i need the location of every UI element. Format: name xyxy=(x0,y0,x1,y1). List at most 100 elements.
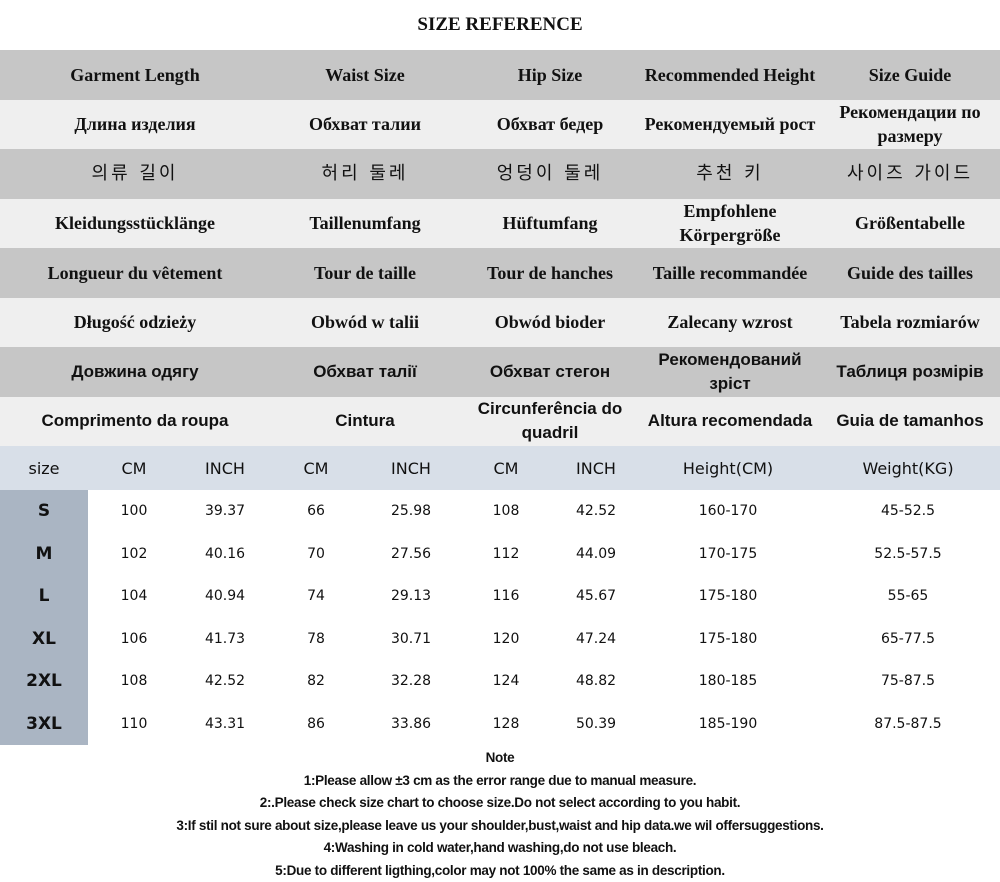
table-cell: 32.28 xyxy=(362,660,460,703)
table-cell: 110 xyxy=(88,703,180,746)
header-cell: Tour de hanches xyxy=(460,248,640,298)
table-cell: 170-175 xyxy=(640,533,816,576)
header-cell: Обхват бедер xyxy=(460,100,640,150)
header-cell: Taillenumfang xyxy=(270,199,460,249)
table-cell: 40.16 xyxy=(180,533,270,576)
header-cell: 추천 키 xyxy=(640,149,820,199)
size-label: M xyxy=(0,533,88,576)
header-cell: Długość odzieży xyxy=(0,298,270,348)
table-cell: 66 xyxy=(270,490,362,533)
header-cell: 허리 둘레 xyxy=(270,149,460,199)
table-cell: 82 xyxy=(270,660,362,703)
table-cell: 78 xyxy=(270,618,362,661)
table-cell: 175-180 xyxy=(640,618,816,661)
table-cell: 40.94 xyxy=(180,575,270,618)
header-cell: Длина изделия xyxy=(0,100,270,150)
table-cell: 45-52.5 xyxy=(816,490,1000,533)
table-cell: 29.13 xyxy=(362,575,460,618)
header-cell: Обхват стегон xyxy=(460,347,640,397)
table-cell: 108 xyxy=(460,490,552,533)
table-cell: 42.52 xyxy=(552,490,640,533)
note-item: 2:.Please check size chart to choose siz… xyxy=(0,792,1000,815)
column-header: Height(CM) xyxy=(640,446,816,490)
table-cell: 42.52 xyxy=(180,660,270,703)
table-cell: 112 xyxy=(460,533,552,576)
header-cell: Waist Size xyxy=(270,50,460,100)
header-cell: Comprimento da roupa xyxy=(0,397,270,447)
table-cell: 102 xyxy=(88,533,180,576)
table-cell: 106 xyxy=(88,618,180,661)
table-cell: 175-180 xyxy=(640,575,816,618)
table-cell: 185-190 xyxy=(640,703,816,746)
table-cell: 50.39 xyxy=(552,703,640,746)
table-cell: 55-65 xyxy=(816,575,1000,618)
header-cell: Рекомендований зріст xyxy=(640,347,820,397)
header-cell: Hüftumfang xyxy=(460,199,640,249)
table-cell: 27.56 xyxy=(362,533,460,576)
header-cell: Guia de tamanhos xyxy=(820,397,1000,447)
column-header: INCH xyxy=(552,446,640,490)
size-label: 3XL xyxy=(0,703,88,746)
column-header: CM xyxy=(88,446,180,490)
column-header: size xyxy=(0,446,88,490)
table-cell: 30.71 xyxy=(362,618,460,661)
header-cell: Longueur du vêtement xyxy=(0,248,270,298)
table-cell: 52.5-57.5 xyxy=(816,533,1000,576)
header-cell: 사이즈 가이드 xyxy=(820,149,1000,199)
header-cell: Таблиця розмірів xyxy=(820,347,1000,397)
header-cell: Obwód w talii xyxy=(270,298,460,348)
header-cell: Довжина одягу xyxy=(0,347,270,397)
size-label: L xyxy=(0,575,88,618)
table-cell: 41.73 xyxy=(180,618,270,661)
size-label: S xyxy=(0,490,88,533)
table-cell: 100 xyxy=(88,490,180,533)
header-cell: Altura recomendada xyxy=(640,397,820,447)
column-header: INCH xyxy=(362,446,460,490)
table-cell: 124 xyxy=(460,660,552,703)
table-cell: 44.09 xyxy=(552,533,640,576)
column-header: Weight(KG) xyxy=(816,446,1000,490)
size-label: 2XL xyxy=(0,660,88,703)
header-cell: Tour de taille xyxy=(270,248,460,298)
header-cell: Size Guide xyxy=(820,50,1000,100)
header-cell: Recommended Height xyxy=(640,50,820,100)
header-cell: Обхват талии xyxy=(270,100,460,150)
table-cell: 48.82 xyxy=(552,660,640,703)
header-cell: Größentabelle xyxy=(820,199,1000,249)
table-cell: 160-170 xyxy=(640,490,816,533)
header-cell: Empfohlene Körpergröße xyxy=(640,199,820,249)
notes: Note 1:Please allow ±3 cm as the error r… xyxy=(0,745,1000,882)
header-cell: Kleidungsstücklänge xyxy=(0,199,270,249)
table-cell: 86 xyxy=(270,703,362,746)
notes-heading: Note xyxy=(0,747,1000,770)
header-cell: Обхват талії xyxy=(270,347,460,397)
header-cell: 엉덩이 둘레 xyxy=(460,149,640,199)
table-cell: 25.98 xyxy=(362,490,460,533)
table-cell: 180-185 xyxy=(640,660,816,703)
size-label: XL xyxy=(0,618,88,661)
page-title: SIZE REFERENCE xyxy=(0,0,1000,50)
table-cell: 70 xyxy=(270,533,362,576)
table-cell: 39.37 xyxy=(180,490,270,533)
table-cell: 128 xyxy=(460,703,552,746)
table-cell: 120 xyxy=(460,618,552,661)
note-item: 4:Washing in cold water,hand washing,do … xyxy=(0,837,1000,860)
header-cell: Hip Size xyxy=(460,50,640,100)
table-cell: 74 xyxy=(270,575,362,618)
header-cell: Рекомендуемый рост xyxy=(640,100,820,150)
note-item: 5:Due to different ligthing,color may no… xyxy=(0,860,1000,882)
column-header: CM xyxy=(460,446,552,490)
header-cell: Taille recommandée xyxy=(640,248,820,298)
header-cell: Zalecany wzrost xyxy=(640,298,820,348)
column-header: INCH xyxy=(180,446,270,490)
